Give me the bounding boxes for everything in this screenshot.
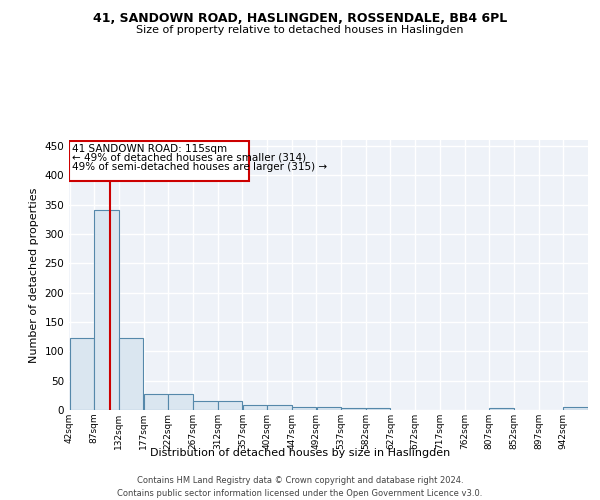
- Bar: [490, 408, 514, 410]
- Bar: [366, 408, 391, 410]
- Bar: [341, 408, 365, 410]
- Bar: [169, 394, 193, 410]
- Bar: [317, 407, 341, 410]
- Bar: [292, 407, 316, 410]
- Bar: [563, 407, 588, 410]
- FancyBboxPatch shape: [69, 141, 250, 181]
- Text: 41 SANDOWN ROAD: 115sqm: 41 SANDOWN ROAD: 115sqm: [72, 144, 227, 154]
- Text: Size of property relative to detached houses in Haslingden: Size of property relative to detached ho…: [136, 25, 464, 35]
- Bar: [70, 338, 94, 410]
- Text: 49% of semi-detached houses are larger (315) →: 49% of semi-detached houses are larger (…: [72, 162, 327, 172]
- Bar: [267, 406, 292, 410]
- Bar: [94, 210, 119, 410]
- Y-axis label: Number of detached properties: Number of detached properties: [29, 188, 39, 362]
- Text: Contains HM Land Registry data © Crown copyright and database right 2024.: Contains HM Land Registry data © Crown c…: [137, 476, 463, 485]
- Bar: [218, 401, 242, 410]
- Text: Distribution of detached houses by size in Haslingden: Distribution of detached houses by size …: [150, 448, 450, 458]
- Text: ← 49% of detached houses are smaller (314): ← 49% of detached houses are smaller (31…: [72, 153, 306, 163]
- Bar: [242, 406, 267, 410]
- Text: 41, SANDOWN ROAD, HASLINGDEN, ROSSENDALE, BB4 6PL: 41, SANDOWN ROAD, HASLINGDEN, ROSSENDALE…: [93, 12, 507, 26]
- Bar: [193, 401, 218, 410]
- Bar: [119, 338, 143, 410]
- Text: Contains public sector information licensed under the Open Government Licence v3: Contains public sector information licen…: [118, 489, 482, 498]
- Bar: [144, 394, 168, 410]
